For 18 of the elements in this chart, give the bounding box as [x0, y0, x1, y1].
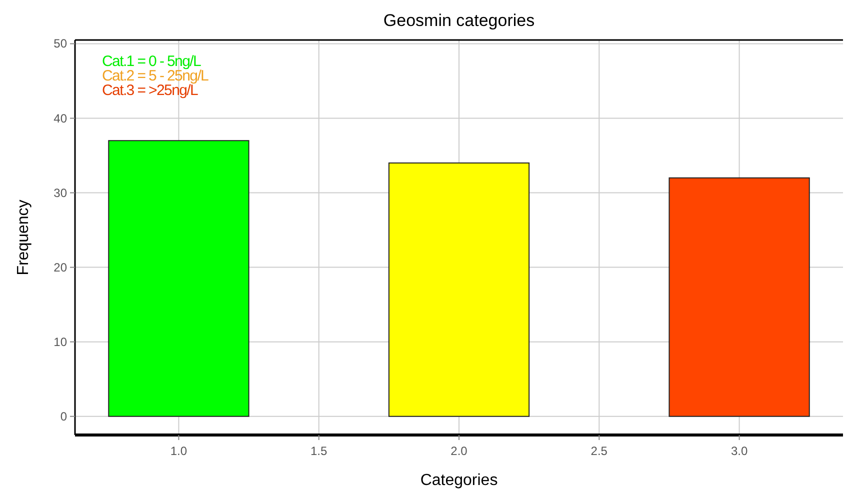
y-tick-label: 0 — [60, 409, 68, 424]
y-axis-title: Frequency — [15, 200, 32, 276]
bar — [388, 162, 530, 417]
y-tick-label: 50 — [54, 36, 68, 51]
x-tick-label: 2.0 — [450, 444, 468, 458]
x-tick-label: 3.0 — [730, 444, 748, 458]
y-tick-label: 10 — [54, 334, 68, 349]
bar — [668, 177, 810, 417]
y-tick-label: 30 — [54, 186, 68, 200]
y-tick-label: 40 — [54, 111, 68, 126]
x-tick-label: 1.0 — [170, 444, 188, 458]
x-tick-label: 2.5 — [590, 444, 608, 458]
x-tick-label: 1.5 — [310, 444, 328, 458]
y-tick-label: 20 — [54, 260, 68, 274]
bar — [108, 140, 250, 417]
annotation: Cat.1 = 0 - 5ng/L — [102, 53, 202, 70]
x-axis-title: Categories — [420, 472, 498, 489]
chart-title: Geosmin categories — [383, 11, 535, 30]
